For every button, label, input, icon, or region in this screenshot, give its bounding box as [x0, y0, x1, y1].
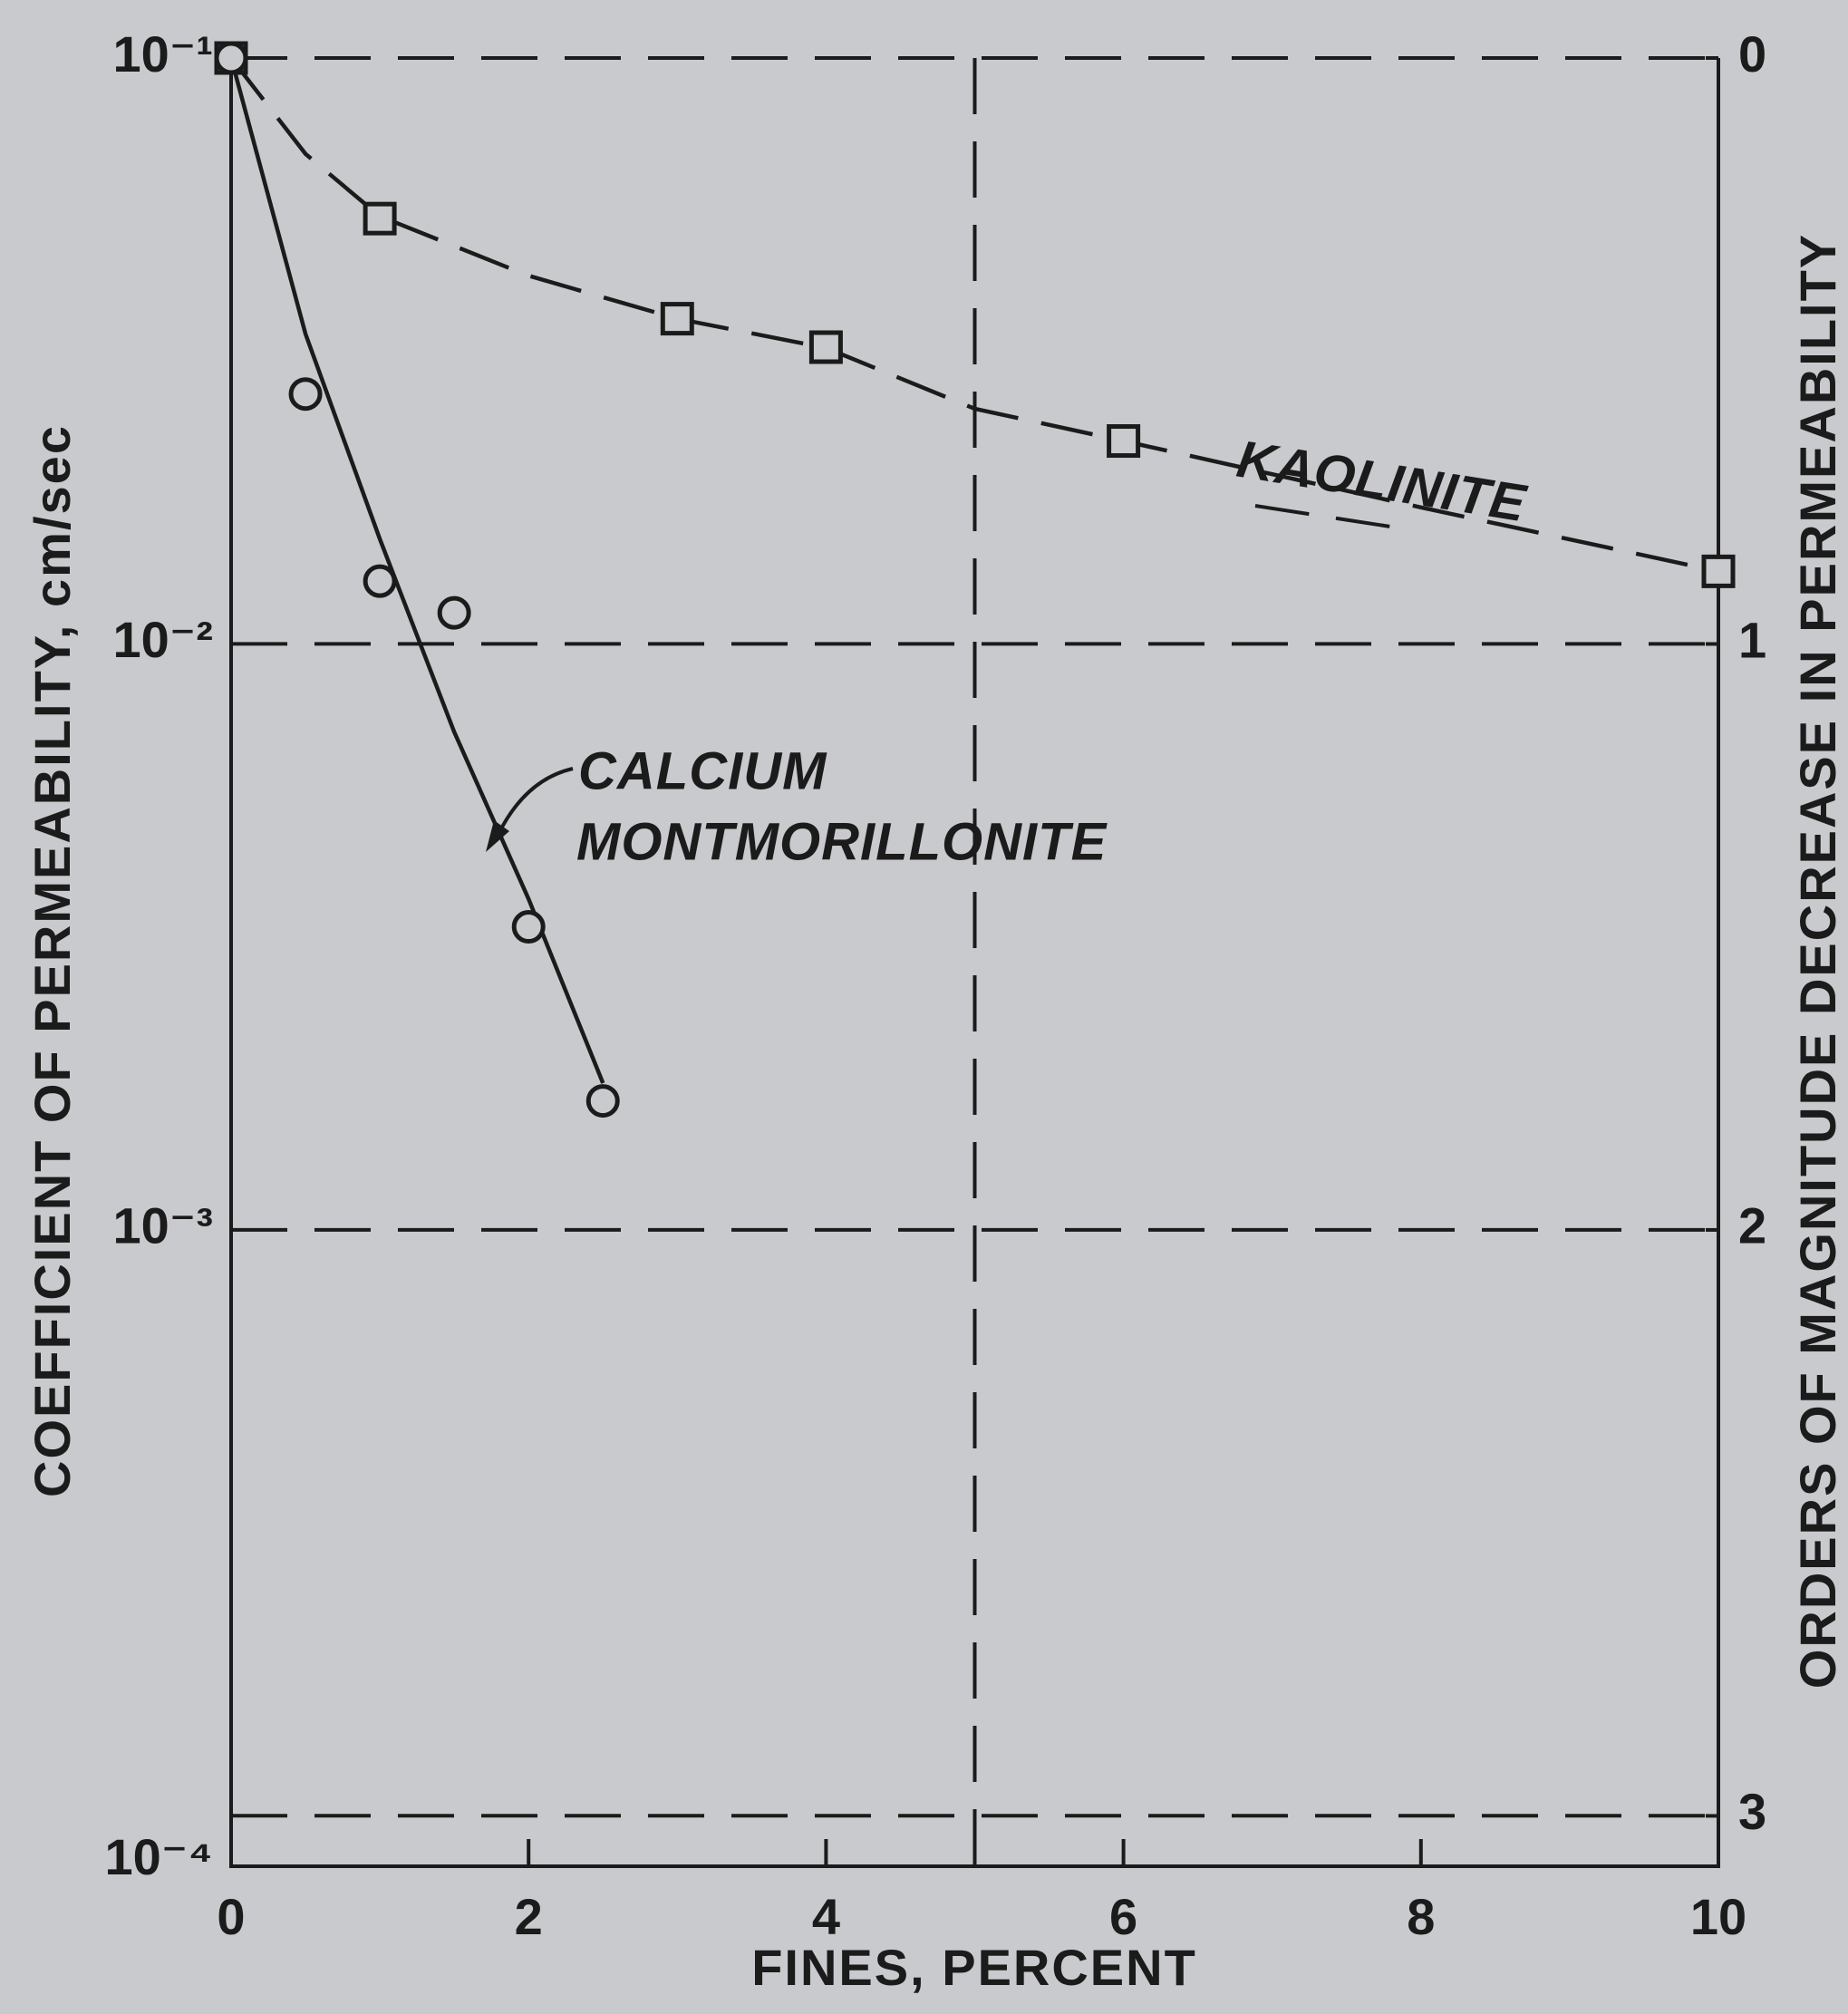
axis-frame	[229, 58, 1720, 1868]
y-tick-label: 10⁻²	[113, 611, 214, 668]
series-label: CALCIUM	[578, 741, 827, 800]
x-tick-label: 4	[812, 1888, 840, 1945]
y-tick-label: 10⁻³	[113, 1197, 214, 1254]
circle-marker	[214, 41, 248, 75]
curve	[229, 56, 1719, 574]
y2-tick-label: 2	[1738, 1197, 1766, 1254]
circle-marker	[288, 377, 323, 412]
circle-marker	[363, 564, 397, 598]
square-marker	[808, 330, 843, 364]
square-marker	[363, 201, 397, 236]
y-tick-label: 10⁻⁴	[104, 1828, 213, 1885]
y2-tick-label: 3	[1738, 1783, 1766, 1840]
y2-tick-label: 0	[1738, 25, 1766, 82]
circle-marker	[437, 595, 471, 630]
label-arrowhead	[486, 820, 509, 852]
y2-tick-label: 1	[1738, 611, 1766, 668]
x-tick-label: 6	[1109, 1888, 1137, 1945]
square-marker	[660, 302, 694, 336]
x-tick-label: 0	[217, 1888, 245, 1945]
series-label: KAOLINITE	[1234, 430, 1532, 534]
curve	[228, 57, 605, 1084]
circle-marker	[585, 1084, 620, 1118]
square-marker	[1107, 424, 1141, 459]
x-tick-label: 10	[1690, 1888, 1746, 1945]
series-label: MONTMORILLONITE	[576, 812, 1108, 871]
y2-axis-title: ORDERS OF MAGNITUDE DECREASE IN PERMEABI…	[1789, 233, 1846, 1689]
x-tick-label: 2	[515, 1888, 543, 1945]
x-tick-label: 8	[1407, 1888, 1435, 1945]
x-axis-title: FINES, PERCENT	[751, 1939, 1197, 1996]
circle-marker	[511, 910, 546, 944]
y-axis-title: COEFFICIENT OF PERMEABILITY, cm/sec	[24, 424, 81, 1497]
y-tick-label: 10⁻¹	[113, 25, 214, 82]
square-marker	[1701, 554, 1736, 588]
label-arrow	[497, 767, 574, 835]
label-underline	[1254, 504, 1415, 532]
